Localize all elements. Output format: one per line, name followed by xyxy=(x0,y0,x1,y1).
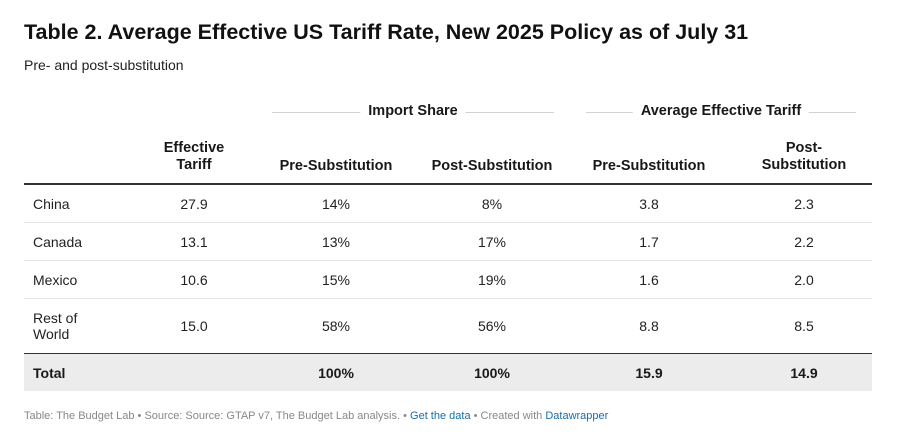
footer-created-with: • Created with xyxy=(470,410,546,422)
cell-import-post: 100% xyxy=(474,364,510,381)
group-header-average-effective-tariff: Average Effective Tariff xyxy=(586,102,856,122)
cell-tariff-post: 2.3 xyxy=(794,195,814,212)
get-the-data-link[interactable]: Get the data xyxy=(410,410,471,422)
footer-credits: Table: The Budget Lab • Source: Source: … xyxy=(24,410,608,422)
cell-import-pre: 58% xyxy=(321,318,351,334)
cell-effective-tariff xyxy=(134,354,254,391)
table-title: Table 2. Average Effective US Tariff Rat… xyxy=(24,20,749,44)
row-label: Canada xyxy=(33,233,83,250)
table-row: Canada 13.1 13% 17% 1.7 2.2 xyxy=(24,223,872,261)
row-label: Rest of World xyxy=(33,310,78,342)
cell-import-post: 56% xyxy=(477,318,507,334)
cell-tariff-pre: 15.9 xyxy=(635,364,663,381)
cell-effective-tariff: 27.9 xyxy=(180,195,208,212)
cell-import-pre: 14% xyxy=(321,195,351,212)
column-header-effective-tariff: Effective Tariff xyxy=(134,140,254,174)
column-header-tariff-pre: Pre-Substitution xyxy=(592,158,706,174)
cell-tariff-pre: 1.6 xyxy=(639,271,659,288)
cell-tariff-pre: 1.7 xyxy=(639,233,659,250)
column-header-import-pre: Pre-Substitution xyxy=(279,158,393,174)
row-label: Mexico xyxy=(33,271,78,288)
cell-tariff-pre: 8.8 xyxy=(639,318,659,334)
cell-import-post: 19% xyxy=(477,271,507,288)
table-row-total: Total 100% 100% 15.9 14.9 xyxy=(24,353,872,391)
column-header-effective-tariff-line2: Tariff xyxy=(176,157,212,173)
table-subtitle: Pre- and post-substitution xyxy=(24,57,184,73)
group-label-average-effective-tariff: Average Effective Tariff xyxy=(632,103,810,119)
column-header-import-post: Post-Substitution xyxy=(431,158,553,174)
cell-import-pre: 13% xyxy=(321,233,351,250)
column-header-tariff-post: Post- Substitution xyxy=(734,140,874,174)
header-rule xyxy=(24,183,872,185)
cell-tariff-post: 14.9 xyxy=(790,364,818,381)
table-row: Rest of World 15.0 58% 56% 8.8 8.5 xyxy=(24,299,872,353)
footer-text: Table: The Budget Lab • Source: Source: … xyxy=(24,410,411,422)
cell-import-post: 17% xyxy=(477,233,507,250)
cell-effective-tariff: 13.1 xyxy=(180,233,208,250)
cell-tariff-post: 8.5 xyxy=(794,318,814,334)
datawrapper-link[interactable]: Datawrapper xyxy=(545,410,609,422)
cell-tariff-post: 2.0 xyxy=(794,271,814,288)
row-label-total: Total xyxy=(33,364,66,381)
column-header-tariff-post-line2: Substitution xyxy=(761,157,847,173)
table-row: Mexico 10.6 15% 19% 1.6 2.0 xyxy=(24,261,872,299)
cell-import-post: 8% xyxy=(481,195,503,212)
cell-tariff-post: 2.2 xyxy=(794,233,814,250)
cell-effective-tariff: 10.6 xyxy=(180,271,208,288)
column-header-tariff-post-line1: Post- xyxy=(785,140,823,156)
table-row: China 27.9 14% 8% 3.8 2.3 xyxy=(24,185,872,223)
group-header-import-share: Import Share xyxy=(272,102,554,122)
row-label: China xyxy=(33,195,70,212)
group-label-import-share: Import Share xyxy=(360,103,466,119)
cell-import-pre: 15% xyxy=(321,271,351,288)
cell-effective-tariff: 15.0 xyxy=(180,318,208,334)
cell-tariff-pre: 3.8 xyxy=(639,195,659,212)
column-header-effective-tariff-line1: Effective xyxy=(163,140,225,156)
cell-import-pre: 100% xyxy=(318,364,354,381)
